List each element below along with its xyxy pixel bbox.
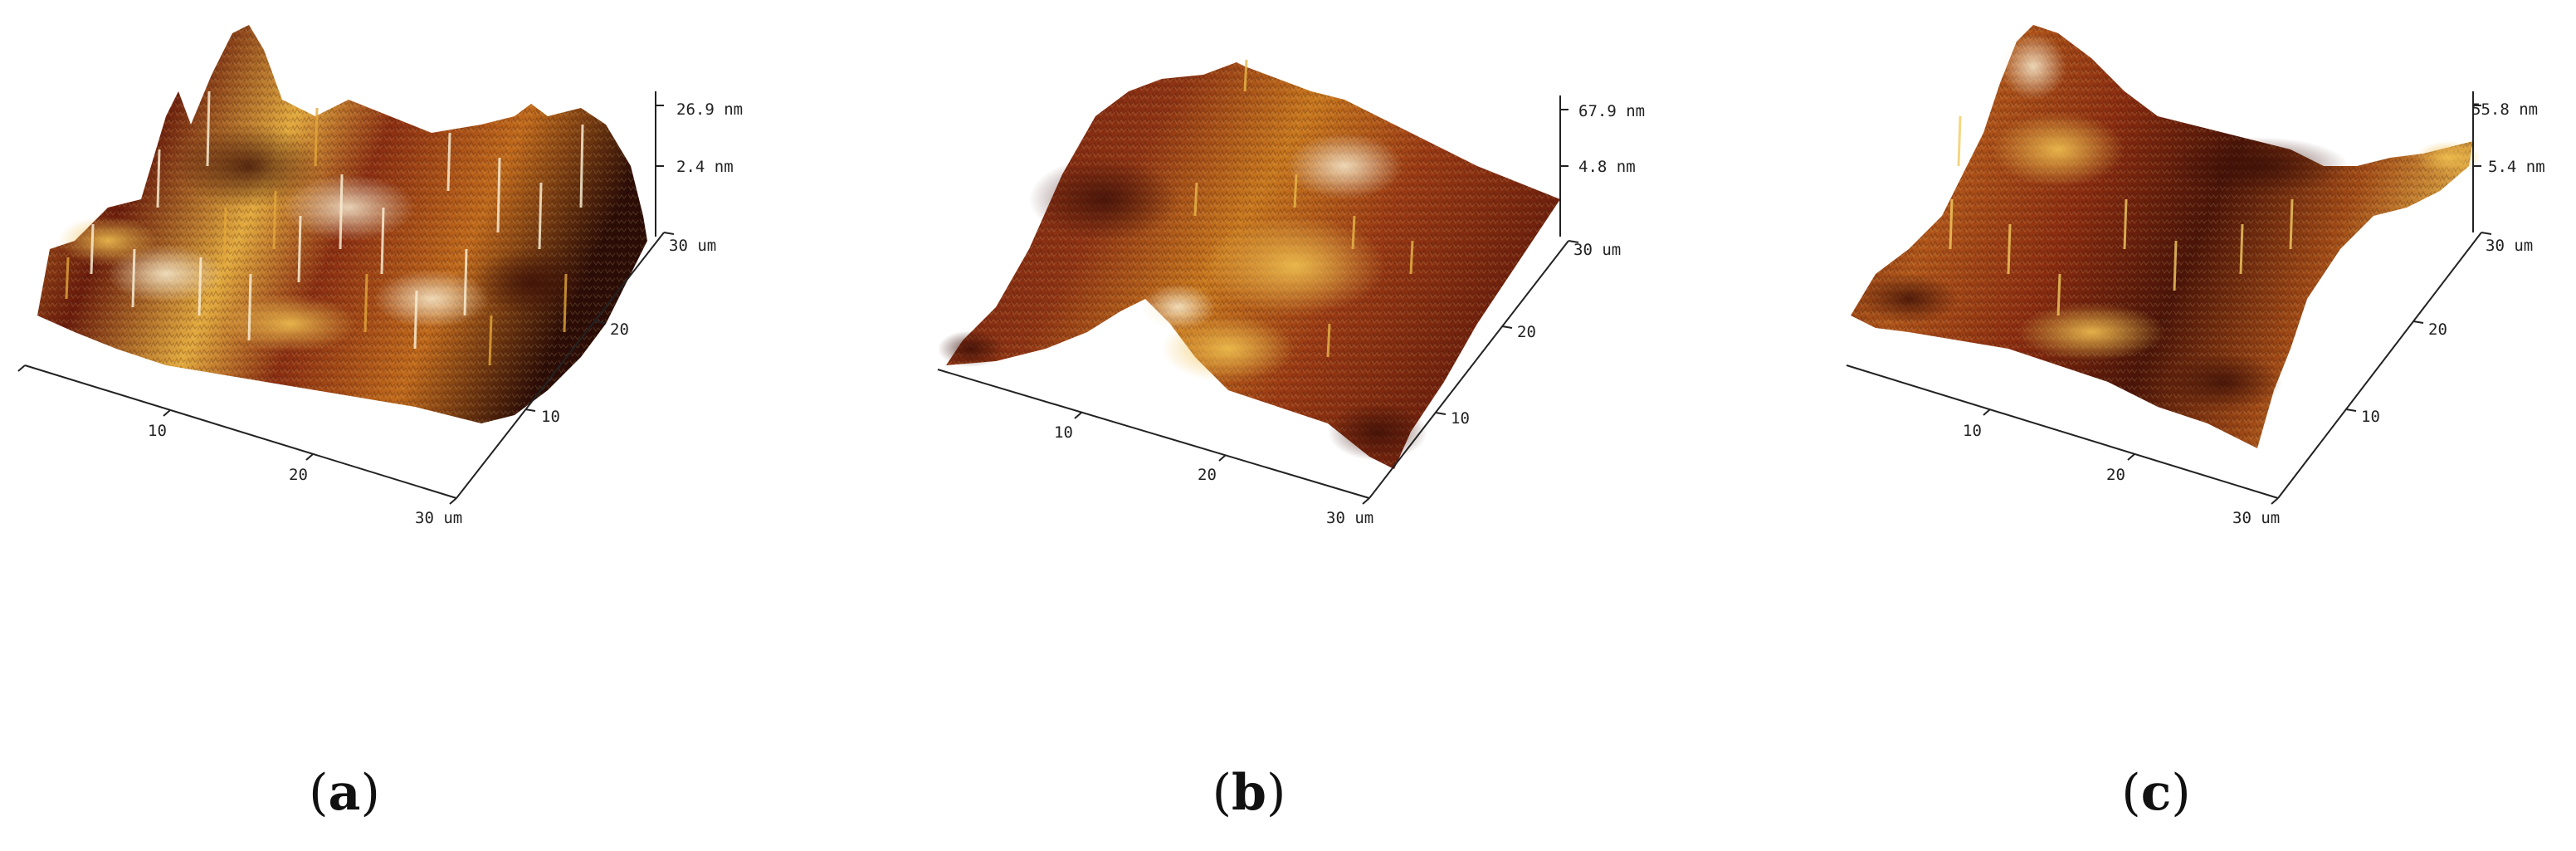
y-tick-b-2: 20 — [1517, 323, 1536, 341]
x-tick-c-2: 20 — [2106, 466, 2125, 484]
x-tick-a-3: 30 um — [415, 509, 462, 527]
afm-panel-a: 10 20 30 um 10 20 30 um 26.9 nm 2.4 nm — [17, 25, 743, 527]
x-tick-a-2: 20 — [289, 466, 308, 484]
panel-letter-a: a — [328, 764, 361, 822]
x-tick-c-1: 10 — [1963, 422, 1982, 440]
y-tick-c-1: 10 — [2361, 408, 2380, 426]
y-tick-b-1: 10 — [1451, 409, 1470, 428]
z-tick-b-2: 4.8 nm — [1578, 158, 1636, 176]
x-tick-c-3: 30 um — [2232, 509, 2280, 527]
x-tick-b-2: 20 — [1198, 466, 1217, 484]
afm-panel-c: 10 20 30 um 10 20 30 um 55.8 nm 5.4 nm — [1846, 25, 2545, 527]
z-tick-c-2: 5.4 nm — [2488, 158, 2545, 176]
z-tick-a-2: 2.4 nm — [676, 158, 734, 176]
z-tick-b-1: 67.9 nm — [1578, 102, 1645, 120]
x-tick-b-3: 30 um — [1326, 509, 1373, 527]
panel-label-a: (a) — [309, 764, 380, 822]
y-tick-b-3: 30 um — [1573, 241, 1621, 259]
y-tick-a-1: 10 — [541, 408, 560, 426]
panel-letter-c: c — [2140, 764, 2172, 822]
panel-letter-b: b — [1232, 764, 1266, 822]
z-tick-a-1: 26.9 nm — [676, 100, 743, 119]
z-tick-c-1: 55.8 nm — [2471, 100, 2538, 119]
afm-panel-b: 10 20 30 um 10 20 30 um 67.9 nm 4.8 nm — [937, 59, 1645, 527]
axes-b — [937, 95, 1579, 505]
x-tick-a-1: 10 — [148, 422, 167, 440]
x-tick-b-1: 10 — [1054, 423, 1073, 442]
panel-label-b: (b) — [1212, 764, 1286, 822]
y-tick-c-3: 30 um — [2486, 237, 2533, 255]
axes-a — [17, 91, 675, 505]
y-tick-a-2: 20 — [610, 320, 629, 339]
axes-c — [1846, 91, 2492, 505]
y-tick-a-3: 30 um — [669, 237, 716, 255]
panel-label-c: (c) — [2121, 764, 2191, 822]
y-tick-c-2: 20 — [2428, 320, 2447, 339]
